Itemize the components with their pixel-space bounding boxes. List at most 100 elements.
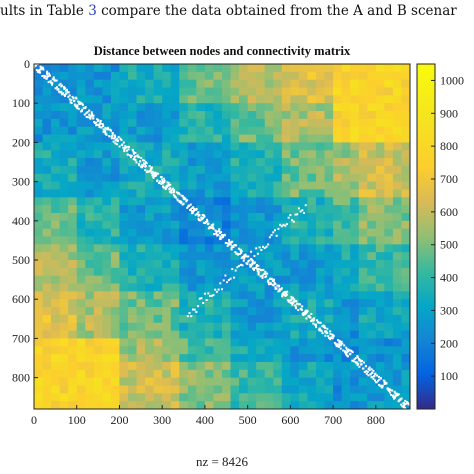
heatmap-cell [34, 307, 44, 316]
heatmap-cell [273, 79, 283, 89]
heatmap-cell [204, 64, 215, 73]
heatmap-cell [179, 103, 189, 112]
heatmap-cell [392, 228, 403, 238]
heatmap-cell [85, 244, 95, 253]
nonzero-mark [142, 164, 145, 167]
heatmap-cell [42, 189, 52, 198]
heatmap-cell [230, 369, 240, 379]
heatmap-cell [51, 361, 61, 371]
heatmap-cell [256, 322, 266, 332]
heatmap-cell [350, 142, 360, 151]
heatmap-cell [34, 165, 44, 175]
heatmap-cell [153, 361, 163, 371]
nonzero-mark [292, 296, 295, 299]
heatmap-cell [290, 275, 300, 285]
heatmap-cell [341, 95, 351, 104]
heatmap-cell [110, 377, 121, 387]
heatmap-cell [239, 330, 249, 340]
heatmap-cell [136, 126, 146, 136]
heatmap-cell [170, 330, 180, 340]
heatmap-cell [59, 118, 69, 128]
heatmap-cell [298, 103, 309, 112]
heatmap-cell [333, 134, 343, 144]
heatmap-cell [59, 95, 69, 104]
heatmap-cell [341, 134, 351, 144]
heatmap-cell [375, 71, 385, 81]
heatmap-cell [128, 346, 138, 355]
nonzero-mark [34, 64, 37, 67]
heatmap-cell [85, 71, 95, 81]
heatmap-cell [68, 189, 78, 198]
heatmap-cell [76, 236, 86, 245]
table-reference-link[interactable]: 3 [88, 3, 97, 19]
nonzero-mark [228, 242, 231, 245]
heatmap-cell [42, 252, 52, 261]
heatmap-cell [375, 369, 385, 379]
heatmap-cell [93, 165, 103, 175]
heatmap-cell [85, 95, 95, 104]
heatmap-cell [341, 361, 351, 371]
heatmap-cell [145, 181, 155, 191]
heatmap-cell [196, 64, 206, 73]
heatmap-cell [34, 142, 44, 151]
heatmap-cell [119, 71, 129, 81]
heatmap-cell [256, 244, 266, 253]
heatmap-cell [68, 377, 78, 387]
heatmap-cell [162, 158, 172, 167]
heatmap-cell [392, 150, 403, 159]
heatmap-cell [392, 165, 403, 175]
nonzero-mark [334, 342, 337, 345]
heatmap-cell [333, 95, 343, 104]
heatmap-cell [153, 252, 163, 261]
heatmap-cell [153, 212, 163, 222]
heatmap-cell [162, 165, 172, 175]
heatmap-cell [179, 361, 189, 371]
heatmap-cell [273, 267, 283, 277]
heatmap-cell [136, 385, 146, 394]
nonzero-mark [67, 95, 70, 98]
heatmap-cell [222, 79, 232, 89]
heatmap-cell [264, 111, 274, 120]
heatmap-cell [42, 228, 52, 238]
heatmap-cell [128, 236, 138, 245]
nonzero-mark [170, 191, 173, 194]
nonzero-mark [246, 255, 249, 258]
heatmap-cell [85, 126, 95, 136]
nonzero-mark [280, 287, 283, 290]
heatmap-cell [102, 314, 112, 324]
heatmap-cell [350, 134, 360, 144]
heatmap-cell [34, 314, 44, 324]
heatmap-cell [119, 283, 129, 292]
nonzero-mark [115, 143, 118, 146]
heatmap-cell [392, 252, 403, 261]
heatmap-cell [128, 205, 138, 214]
heatmap-cell [358, 212, 368, 222]
heatmap-cell [392, 134, 403, 144]
heatmap-cell [187, 291, 197, 300]
heatmap-cell [290, 142, 300, 151]
nonzero-mark [191, 207, 194, 210]
heatmap-cell [85, 236, 95, 245]
heatmap-cell [110, 228, 121, 238]
heatmap-cell [213, 267, 223, 277]
heatmap-cell [341, 314, 351, 324]
heatmap-cell [392, 87, 403, 96]
heatmap-cell [273, 189, 283, 198]
heatmap-cell [170, 212, 180, 222]
heatmap-cell [375, 165, 385, 175]
heatmap-cell [85, 197, 95, 206]
heatmap-cell [204, 95, 215, 104]
heatmap-cell [307, 158, 317, 167]
nonzero-mark [89, 117, 92, 120]
caption-text: ults in Table 3 compare the data obtaine… [0, 0, 474, 22]
heatmap-cell [350, 338, 360, 347]
heatmap-cell [93, 228, 103, 238]
heatmap-cell [170, 307, 180, 316]
heatmap-cell [290, 87, 300, 96]
nonzero-mark [243, 257, 246, 260]
nonzero-mark [145, 162, 148, 165]
nonzero-mark [192, 210, 195, 213]
heatmap-cell [333, 205, 343, 214]
heatmap-cell [128, 252, 138, 261]
y-tick-label: 600 [12, 292, 30, 306]
